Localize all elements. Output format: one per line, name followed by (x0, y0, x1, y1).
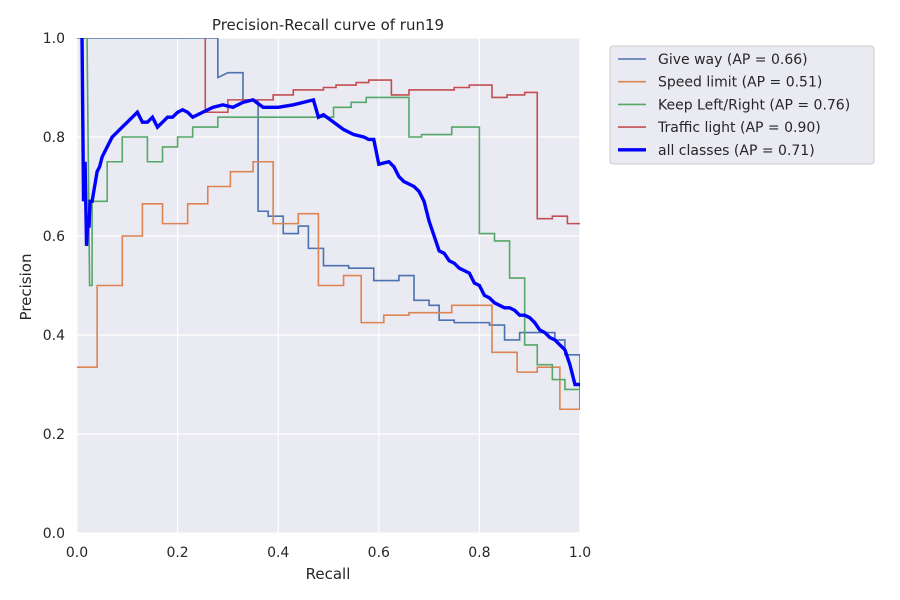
y-tick-label: 0.6 (43, 229, 65, 245)
x-tick-label: 0.0 (66, 545, 88, 561)
y-tick-label: 0.4 (43, 328, 65, 344)
legend-entry-label: Speed limit (AP = 0.51) (658, 75, 822, 91)
legend-entry-label: Give way (AP = 0.66) (658, 52, 808, 68)
legend-entry-label: Keep Left/Right (AP = 0.76) (658, 97, 850, 113)
y-tick-label: 1.0 (43, 31, 65, 47)
y-tick-label: 0.2 (43, 427, 65, 443)
plot-area (76, 37, 581, 534)
chart-title: Precision-Recall curve of run19 (212, 16, 444, 34)
legend-entry-label: Traffic light (AP = 0.90) (657, 120, 821, 136)
x-tick-label: 1.0 (569, 545, 591, 561)
series-line-4 (204, 38, 580, 225)
legend-entry-label: all classes (AP = 0.71) (658, 143, 815, 159)
axes: 0.0 0.2 0.4 0.6 0.8 1.0 0.0 0.2 0.4 0.6 0.8 1.0 (43, 31, 591, 561)
series-line-3 (77, 38, 580, 391)
series-line-1 (77, 38, 580, 410)
y-axis-label: Precision (17, 254, 35, 321)
y-tick-label: 0.8 (43, 130, 65, 146)
legend-box (609, 45, 875, 165)
y-tick-label: 0.0 (43, 526, 65, 542)
x-tick-label: 0.6 (368, 545, 390, 561)
x-axis-label: Recall (306, 565, 351, 583)
legend: Give way (AP = 0.66) Speed limit (AP = 0.… (609, 45, 875, 165)
x-tick-label: 0.2 (166, 545, 188, 561)
x-tick-label: 0.4 (267, 545, 289, 561)
series-line-2 (77, 160, 580, 411)
series-line-5 (80, 38, 580, 387)
x-tick-label: 0.8 (468, 545, 490, 561)
